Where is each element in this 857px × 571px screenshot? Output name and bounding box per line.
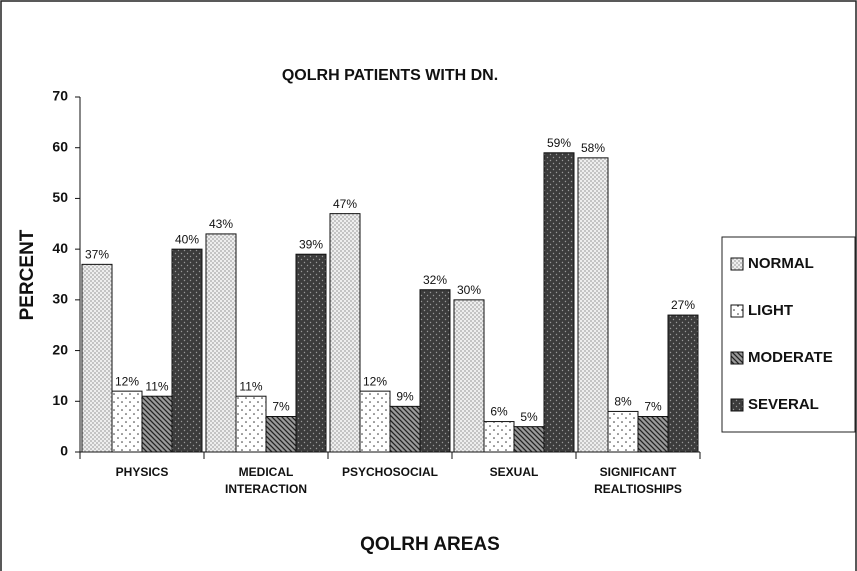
value-label: 59%: [547, 136, 571, 150]
legend-label: NORMAL: [748, 255, 814, 272]
chart-title: QOLRH PATIENTS WITH DN.: [282, 67, 498, 84]
value-label: 7%: [272, 400, 290, 414]
y-tick-label: 60: [52, 138, 68, 154]
value-label: 39%: [299, 237, 323, 251]
bar: [295, 253, 327, 453]
x-tick-label: SIGNIFICANT REALTIOSHIPS: [594, 465, 682, 496]
y-tick-label: 0: [60, 443, 68, 459]
value-label: 43%: [209, 217, 233, 231]
x-axis-label: QOLRH AREAS: [360, 534, 500, 555]
x-tick-label: PHYSICS: [115, 465, 169, 479]
y-tick-label: 40: [52, 240, 68, 256]
value-label: 8%: [614, 395, 632, 409]
value-label: 6%: [490, 405, 508, 419]
value-label: 11%: [239, 379, 262, 393]
value-label: 47%: [333, 197, 357, 211]
bar: [171, 248, 203, 453]
bar: [235, 395, 267, 453]
value-label: 30%: [457, 283, 481, 297]
legend-label: SEVERAL: [748, 396, 819, 413]
y-tick-label: 70: [52, 88, 68, 104]
bar: [637, 416, 669, 453]
value-label: 9%: [396, 390, 414, 404]
bar: [607, 410, 639, 453]
x-tick-label: SEXUAL: [489, 465, 539, 479]
bar: [577, 157, 609, 453]
bar: [329, 213, 361, 453]
y-axis-label: PERCENT: [17, 229, 38, 320]
bar: [265, 416, 297, 453]
bar: [543, 152, 575, 453]
x-tick-label: PSYCHOSOCIAL: [341, 465, 438, 479]
legend-swatch: [730, 304, 744, 318]
y-tick-label: 10: [52, 392, 68, 408]
bar: [389, 405, 421, 453]
bar: [111, 390, 143, 453]
value-label: 40%: [175, 232, 199, 246]
bar: [81, 263, 113, 453]
legend-swatch: [730, 398, 744, 412]
bar: [513, 426, 545, 453]
value-label: 27%: [671, 298, 695, 312]
bar: [483, 421, 515, 453]
legend-label: LIGHT: [748, 302, 793, 319]
x-tick-label: MEDICAL INTERACTION: [225, 465, 307, 496]
value-label: 11%: [145, 379, 168, 393]
value-label: 5%: [520, 410, 538, 424]
bar: [667, 314, 699, 453]
y-tick-label: 50: [52, 189, 68, 205]
value-label: 7%: [644, 400, 662, 414]
y-tick-label: 30: [52, 291, 68, 307]
value-label: 32%: [423, 273, 447, 287]
legend: [721, 236, 856, 433]
legend-swatch: [730, 257, 744, 271]
legend-swatch: [730, 351, 744, 365]
bar: [359, 390, 391, 453]
bar: [205, 233, 237, 453]
legend-label: MODERATE: [748, 349, 833, 366]
y-tick-label: 20: [52, 341, 68, 357]
value-label: 12%: [363, 374, 387, 388]
value-label: 12%: [115, 374, 139, 388]
value-label: 58%: [581, 141, 605, 155]
bar: [141, 395, 173, 453]
bar: [419, 289, 451, 453]
bar: [453, 299, 485, 453]
value-label: 37%: [85, 248, 109, 262]
